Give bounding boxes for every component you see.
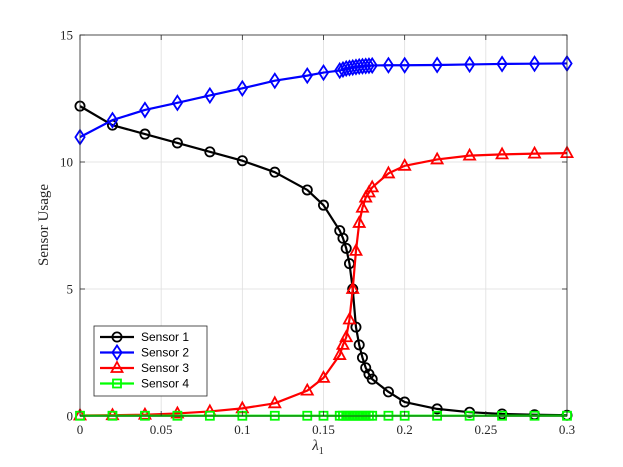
series-line (79, 152, 568, 417)
x-axis-label: λ1 (311, 438, 324, 457)
legend-marker (111, 331, 123, 343)
legend-marker (112, 378, 122, 389)
data-point (399, 396, 411, 408)
data-point (352, 215, 367, 228)
data-point (204, 86, 216, 105)
data-point (204, 146, 216, 158)
data-point (317, 199, 329, 211)
data-point (431, 56, 443, 74)
data-point (332, 347, 347, 360)
x-tick-label: 0.15 (312, 422, 335, 437)
y-tick-label: 0 (67, 409, 74, 424)
legend-entry: Sensor 2 (100, 343, 189, 362)
data-point (301, 184, 313, 196)
data-point (495, 146, 510, 160)
legend-label: Sensor 1 (141, 330, 189, 344)
y-tick-label: 15 (60, 28, 73, 43)
data-point (462, 147, 477, 161)
data-point (339, 329, 354, 343)
data-point (366, 56, 378, 75)
data-point (355, 199, 370, 213)
data-point (300, 382, 315, 396)
data-point (340, 242, 352, 254)
data-point (398, 56, 411, 74)
y-tick-label: 10 (60, 155, 73, 170)
data-point (528, 55, 541, 73)
data-point (335, 337, 351, 350)
data-point (342, 311, 357, 325)
data-point (382, 386, 394, 398)
data-point (171, 137, 183, 149)
data-point (316, 370, 331, 383)
data-point (431, 403, 443, 415)
data-point (356, 352, 368, 364)
series-3 (72, 145, 575, 421)
y-tick-label: 5 (67, 282, 74, 297)
legend-label: Sensor 4 (141, 377, 189, 391)
x-tick-label: 0.25 (474, 422, 497, 437)
x-tick-label: 0.1 (234, 422, 250, 437)
x-axis-label-subscript: 1 (319, 446, 324, 457)
data-point (317, 63, 330, 82)
data-point (337, 232, 349, 244)
data-point (301, 67, 313, 85)
data-point (267, 395, 282, 409)
data-point (366, 373, 378, 385)
legend-marker (111, 343, 123, 362)
x-tick-label: 0.05 (150, 422, 173, 437)
data-point (137, 406, 152, 420)
data-point (365, 179, 380, 193)
series-2 (74, 54, 573, 146)
data-point (171, 94, 184, 112)
data-point (360, 362, 372, 374)
data-point (397, 157, 412, 171)
legend-entry: Sensor 4 (100, 377, 189, 391)
legend-label: Sensor 2 (141, 346, 189, 360)
data-point (139, 128, 151, 140)
data-point (463, 55, 476, 74)
x-tick-label: 0.2 (397, 422, 413, 437)
y-axis-label: Sensor Usage (36, 184, 52, 266)
data-point (527, 145, 542, 159)
data-point (269, 72, 281, 90)
data-point (353, 339, 365, 351)
data-point (139, 101, 151, 119)
legend-entry: Sensor 1 (100, 330, 189, 344)
data-point (496, 55, 508, 73)
data-point (382, 56, 395, 74)
x-tick-label: 0.3 (559, 422, 575, 437)
legend-entry: Sensor 3 (100, 360, 189, 375)
legend-label: Sensor 3 (141, 361, 189, 375)
data-point (236, 155, 248, 167)
x-tick-label: 0 (77, 422, 84, 437)
data-point (430, 151, 445, 165)
data-point (350, 321, 362, 333)
data-point (106, 111, 119, 129)
data-point (345, 281, 360, 294)
data-point (236, 79, 249, 97)
data-point (269, 166, 281, 178)
data-point (348, 243, 363, 256)
legend-marker (109, 360, 125, 373)
x-axis-label-symbol: λ (311, 438, 319, 454)
data-point (381, 165, 396, 179)
data-point (363, 57, 375, 75)
axis-ticks: 0 0.05 0.1 0.15 0.2 0.25 0.3 0 5 10 15 (60, 28, 575, 438)
